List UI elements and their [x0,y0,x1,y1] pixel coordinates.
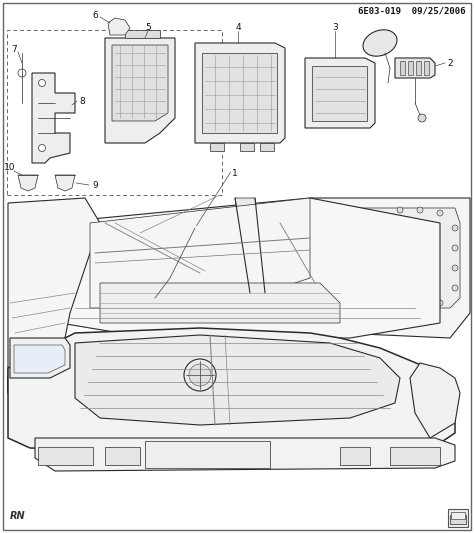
Polygon shape [90,198,310,308]
Polygon shape [112,45,168,121]
Bar [424,61,429,75]
Circle shape [198,249,202,253]
Polygon shape [340,208,460,308]
Polygon shape [145,441,270,468]
Polygon shape [8,328,455,453]
Text: 2: 2 [447,59,453,68]
Text: 7: 7 [11,45,17,54]
Bar [408,61,413,75]
Circle shape [170,272,174,278]
Polygon shape [100,283,340,323]
Polygon shape [35,438,455,471]
Circle shape [377,302,383,308]
Ellipse shape [375,221,420,276]
Bar [312,66,367,121]
Circle shape [18,69,26,77]
Text: 3: 3 [332,23,338,33]
Polygon shape [75,335,400,425]
Circle shape [163,269,167,273]
Polygon shape [305,58,375,128]
Bar [105,447,140,465]
Circle shape [38,79,46,86]
Ellipse shape [363,30,397,56]
Polygon shape [50,198,440,338]
Polygon shape [395,58,435,78]
Circle shape [418,114,426,122]
Polygon shape [310,198,470,338]
Circle shape [452,265,458,271]
Polygon shape [155,255,200,283]
Text: 9: 9 [92,181,98,190]
Text: 10: 10 [4,164,16,173]
Bar [340,447,370,465]
Circle shape [38,144,46,151]
Polygon shape [235,198,265,293]
Polygon shape [108,18,130,35]
Polygon shape [410,363,460,438]
Polygon shape [32,73,75,163]
Polygon shape [345,223,438,293]
Polygon shape [10,338,70,378]
Polygon shape [14,345,65,373]
Circle shape [397,304,403,310]
Text: 1: 1 [232,168,238,177]
Text: 8: 8 [79,96,85,106]
Bar [416,61,421,75]
Circle shape [168,253,172,257]
Bar [400,61,405,75]
Polygon shape [105,38,175,143]
Circle shape [143,258,147,262]
Bar [38,447,93,465]
Polygon shape [8,198,100,393]
Circle shape [128,261,132,265]
Circle shape [357,300,363,306]
Bar [125,30,160,38]
Bar [448,509,468,527]
Bar [390,447,440,465]
Circle shape [452,225,458,231]
Circle shape [397,207,403,213]
Text: 4: 4 [235,23,241,33]
Circle shape [113,266,117,270]
Circle shape [417,302,423,308]
Circle shape [417,207,423,213]
Polygon shape [55,175,75,191]
Polygon shape [195,43,285,143]
Bar [450,515,466,524]
Circle shape [452,285,458,291]
Text: 6: 6 [92,11,98,20]
Circle shape [189,364,211,386]
Text: 5: 5 [145,23,151,33]
Bar [210,143,224,151]
Text: 6E03-019  09/25/2006: 6E03-019 09/25/2006 [358,6,466,15]
Circle shape [184,359,216,391]
Bar [240,143,254,151]
Bar [7,30,222,195]
Bar [202,53,277,133]
Circle shape [437,300,443,306]
Circle shape [238,248,242,252]
Circle shape [268,251,272,255]
Circle shape [175,262,181,268]
Bar [451,512,465,519]
Bar [260,143,274,151]
Text: RN: RN [10,511,26,521]
Circle shape [437,210,443,216]
Circle shape [98,271,102,275]
Polygon shape [18,175,38,191]
Circle shape [452,245,458,251]
